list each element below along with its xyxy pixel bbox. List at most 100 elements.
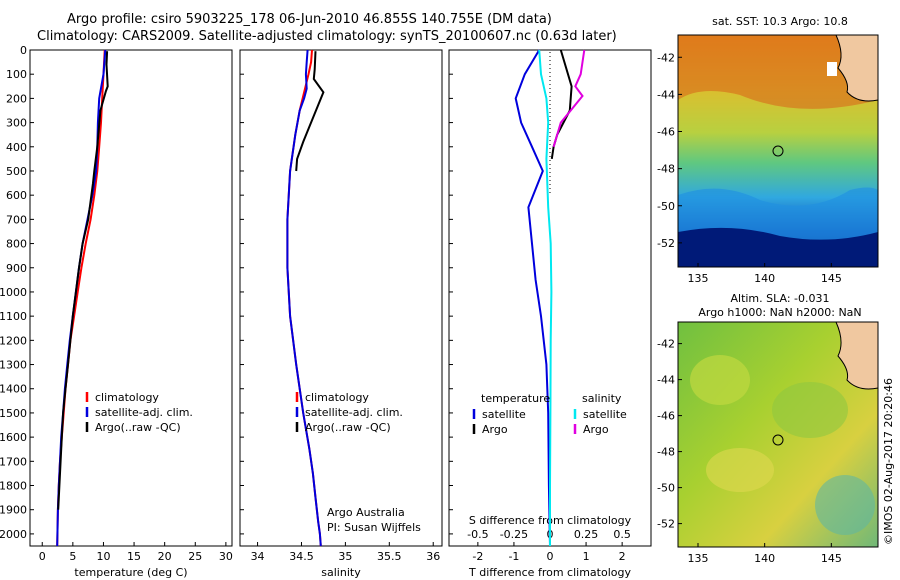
salinity-plot-frame <box>239 49 443 547</box>
temperature-x-axis-label: temperature (deg C) <box>74 566 187 579</box>
sla_map-y-tick-label: -48 <box>657 446 675 459</box>
temperature-y-tick-label: 1600 <box>0 431 27 444</box>
sla-anomaly-d <box>815 475 875 535</box>
sst-map <box>677 34 879 268</box>
sla_map-x-tick-label: 140 <box>754 552 775 565</box>
sla_map-y-tick-label: -42 <box>657 338 675 351</box>
sla-map-title: Altim. SLA: -0.031 <box>730 292 829 305</box>
temperature-x-tick-label: 15 <box>127 550 141 563</box>
sst_map-y-tick-label: -52 <box>657 237 675 250</box>
figure-title-line2: Climatology: CARS2009. Satellite-adjuste… <box>37 29 617 44</box>
temperature-y-tick-label: 1300 <box>0 359 27 372</box>
temperature-x-tick-label: 10 <box>96 550 110 563</box>
legend-title-salinity: salinity <box>582 392 622 405</box>
temperature-y-tick-label: 1700 <box>0 455 27 468</box>
sst_map-y-tick-label: -44 <box>657 88 675 101</box>
temperature-y-tick-label: 1000 <box>0 286 27 299</box>
credit-label: Argo Australia <box>327 506 405 519</box>
difference-series-line <box>550 49 573 160</box>
salinity-x-axis-label: salinity <box>321 566 361 579</box>
difference-x-tick-label: -2 <box>472 550 483 563</box>
temperature-series-line <box>56 49 107 547</box>
sla_map-y-tick-label: -50 <box>657 482 675 495</box>
temperature-x-tick-label: 0 <box>39 550 46 563</box>
figure-title-line1: Argo profile: csiro 5903225_178 06-Jun-2… <box>67 12 552 27</box>
sst_map-x-tick-label: 135 <box>688 272 709 285</box>
sst-missing-data <box>827 62 837 76</box>
sla-anomaly-a <box>690 355 750 405</box>
difference-x-tick-label: 2 <box>619 550 626 563</box>
temperature-y-tick-label: 200 <box>6 92 27 105</box>
temperature-y-tick-label: 400 <box>6 141 27 154</box>
tasmania-land-2 <box>835 321 879 390</box>
sst_map-x-tick-label: 140 <box>754 272 775 285</box>
temperature-legend-label: satellite-adj. clim. <box>95 406 193 419</box>
temperature-y-tick-label: 300 <box>6 117 27 130</box>
temperature-y-tick-label: 1500 <box>0 407 27 420</box>
salinity-series-line <box>295 51 325 172</box>
sla_map-x-tick-label: 135 <box>688 552 709 565</box>
temperature-y-tick-label: 1100 <box>0 310 27 323</box>
sla-anomaly-c <box>706 448 774 492</box>
salinity-series-line <box>286 49 322 547</box>
legend-title-temperature: temperature <box>481 392 550 405</box>
difference-x-tick-label: -1 <box>508 550 519 563</box>
temperature-y-tick-label: 2000 <box>0 528 27 541</box>
salinity-series-line <box>286 49 322 547</box>
temperature-x-tick-label: 30 <box>219 550 233 563</box>
sst-warm-water <box>678 35 878 109</box>
sst_map-y-tick-label: -50 <box>657 200 675 213</box>
salinity-legend-label: satellite-adj. clim. <box>305 406 403 419</box>
salinity-x-tick-label: 35 <box>338 550 352 563</box>
sla-anomaly-b <box>772 382 848 438</box>
salinity-x-tick-label: 36 <box>426 550 440 563</box>
difference-x-axis-label: T difference from climatology <box>468 566 631 579</box>
salinity-diff-tick-label: -0.5 <box>467 528 488 541</box>
salinity-legend-label: climatology <box>305 391 369 404</box>
temperature-y-tick-label: 700 <box>6 213 27 226</box>
difference-legend-label: Argo <box>482 423 508 436</box>
difference-legend-label: Argo <box>583 423 609 436</box>
salinity-diff-tick-label: 0.25 <box>574 528 599 541</box>
sst-argo-location <box>772 145 784 157</box>
temperature-legend-label: Argo(..raw -QC) <box>95 421 181 434</box>
sla_map-x-tick-label: 145 <box>821 552 842 565</box>
sla-argo-location <box>772 434 784 446</box>
salinity-x-tick-label: 35.5 <box>377 550 402 563</box>
salinity-diff-tick-label: 0.5 <box>613 528 631 541</box>
temperature-y-tick-label: 800 <box>6 238 27 251</box>
difference-series-line <box>552 49 586 148</box>
temperature-y-tick-label: 1800 <box>0 480 27 493</box>
difference-x-tick-label: 1 <box>583 550 590 563</box>
temperature-y-tick-label: 900 <box>6 262 27 275</box>
temperature-y-tick-label: 1900 <box>0 504 27 517</box>
sst-map-frame <box>677 34 879 268</box>
temperature-x-tick-label: 5 <box>69 550 76 563</box>
temperature-plot-frame <box>29 49 233 547</box>
temperature-x-tick-label: 20 <box>158 550 172 563</box>
temperature-y-tick-label: 1400 <box>0 383 27 396</box>
sst_map-y-tick-label: -46 <box>657 126 675 139</box>
salinity-x-tick-label: 34 <box>251 550 265 563</box>
sst_map-y-tick-label: -48 <box>657 163 675 176</box>
sst-deep-cold <box>678 227 878 267</box>
watermark: ©IMOS 02-Aug-2017 20:20:46 <box>882 378 895 545</box>
temperature-y-tick-label: 100 <box>6 68 27 81</box>
difference-x-tick-label: 0 <box>547 550 554 563</box>
sla-map-frame <box>677 321 879 548</box>
difference-legend-label: satellite <box>583 408 627 421</box>
sla_map-y-tick-label: -44 <box>657 374 675 387</box>
difference-legend-label: satellite <box>482 408 526 421</box>
temperature-y-tick-label: 1200 <box>0 334 27 347</box>
sla_map-y-tick-label: -46 <box>657 410 675 423</box>
sla-map <box>677 321 879 548</box>
salinity-diff-tick-label: -0.25 <box>500 528 528 541</box>
difference-series-line <box>538 49 553 546</box>
sst-map-title: sat. SST: 10.3 Argo: 10.8 <box>712 15 848 28</box>
temperature-legend-label: climatology <box>95 391 159 404</box>
pi-label: PI: Susan Wijffels <box>327 521 421 534</box>
sla_map-y-tick-label: -52 <box>657 518 675 531</box>
temperature-y-tick-label: 0 <box>20 44 27 57</box>
